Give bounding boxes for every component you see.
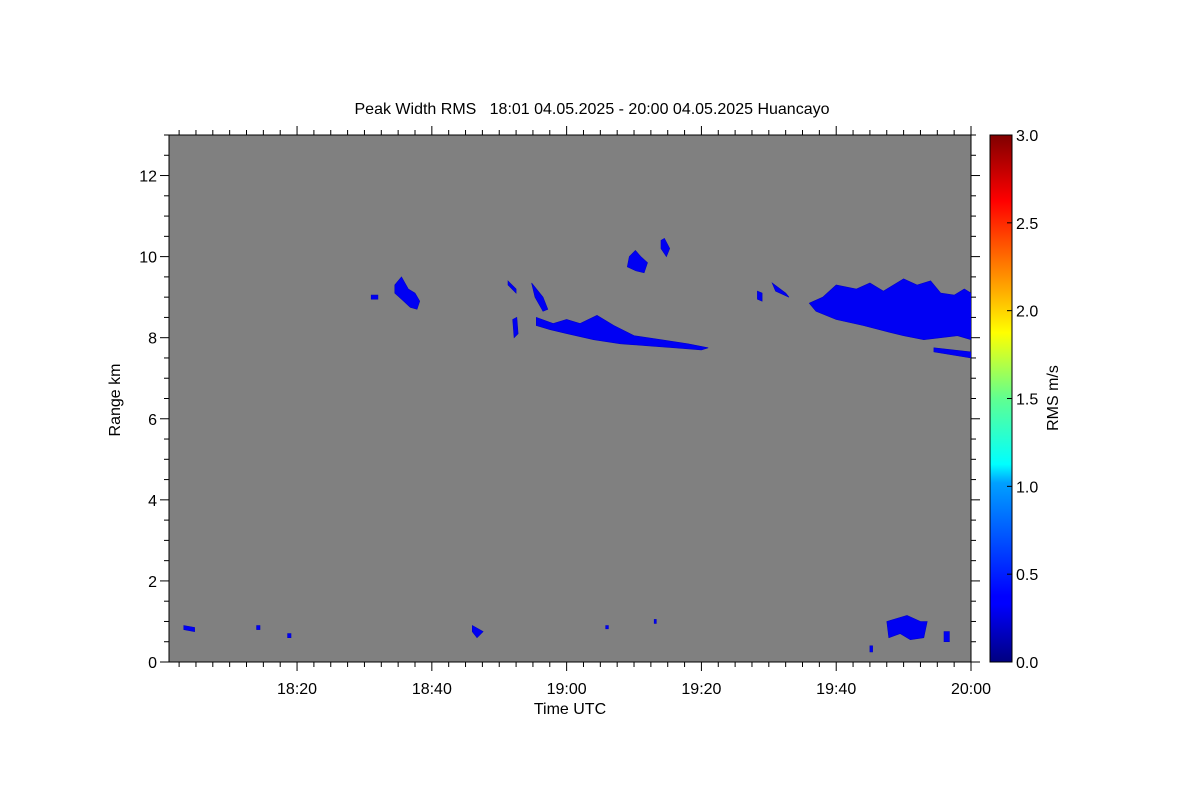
- x-tick-label: 18:20: [277, 681, 317, 698]
- echo-echo-19-32: [771, 282, 790, 298]
- colorbar-tick-label: 0.5: [1016, 567, 1038, 584]
- colorbar-tick-label: 2.0: [1016, 304, 1038, 321]
- y-tick-label: 10: [139, 250, 157, 267]
- echo-echo-18-32: [370, 294, 379, 300]
- y-tick-label: 6: [148, 412, 157, 429]
- chart-title: Peak Width RMS 18:01 04.05.2025 - 20:00 …: [355, 101, 830, 118]
- echo-echo-19-56-lower: [933, 347, 971, 359]
- colorbar-tick-label: 2.5: [1016, 216, 1038, 233]
- colorbar-tick-label: 0.0: [1016, 655, 1038, 672]
- echo-echo-19-15: [660, 237, 671, 258]
- y-tick-label: 2: [148, 574, 157, 591]
- echo-echo-19-46-low: [869, 645, 873, 653]
- colorbar-tick-label: 1.0: [1016, 479, 1038, 496]
- echo-echo-19-55-low: [943, 631, 950, 643]
- x-tick-label: 19:40: [816, 681, 856, 698]
- echo-echo-18-18-low: [287, 633, 292, 639]
- echo-echo-18-03-low: [183, 625, 195, 632]
- colorbar-tick-label: 1.5: [1016, 392, 1038, 409]
- colorbar-tick-label: 3.0: [1016, 128, 1038, 145]
- x-tick-label: 20:00: [951, 681, 991, 698]
- x-tick-label: 19:20: [681, 681, 721, 698]
- plot-area: [168, 134, 972, 663]
- echo-echo-19-13-low: [653, 619, 657, 624]
- y-tick-label: 0: [148, 655, 157, 672]
- y-axis-label: Range km: [107, 364, 124, 437]
- echo-echo-19-06-low: [605, 625, 609, 630]
- echo-echo-18-46-low: [471, 624, 484, 639]
- echo-echo-18-52b: [512, 316, 519, 339]
- echo-echo-19-50-low: [886, 615, 928, 641]
- echo-echo-19-30: [757, 290, 763, 302]
- x-tick-label: 19:00: [547, 681, 587, 698]
- echo-echo-19-00-layer: [535, 315, 709, 351]
- echo-echo-19-12: [626, 250, 648, 274]
- x-axis-label: Time UTC: [534, 701, 606, 718]
- echo-echo-18-56: [531, 282, 549, 312]
- echo-echo-18-52: [507, 280, 517, 294]
- echo-echo-18-36: [394, 276, 421, 310]
- echo-echo-19-50-layer: [808, 278, 971, 341]
- y-tick-label: 8: [148, 331, 157, 348]
- colorbar-label: RMS m/s: [1045, 365, 1062, 431]
- y-tick-label: 4: [148, 493, 157, 510]
- echo-echo-18-14-low: [256, 625, 261, 630]
- x-tick-label: 18:40: [412, 681, 452, 698]
- y-tick-label: 12: [139, 169, 157, 186]
